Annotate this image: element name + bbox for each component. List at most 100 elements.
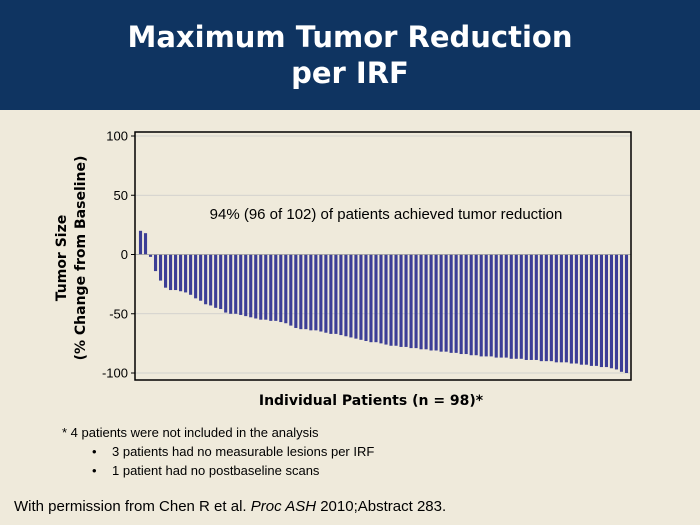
bullet: • — [92, 463, 97, 478]
annotation: 94% (96 of 102) of patients achieved tum… — [210, 206, 563, 223]
bar — [559, 254, 563, 363]
bar — [489, 254, 493, 357]
bar — [424, 254, 428, 350]
bar — [209, 254, 213, 306]
bar — [594, 254, 598, 366]
bar — [439, 254, 443, 352]
bar — [419, 254, 423, 350]
footnote-item: • 3 patients had no measurable lesions pe… — [62, 442, 682, 461]
bar — [184, 254, 188, 293]
bar — [429, 254, 433, 351]
bar — [574, 254, 578, 364]
bar — [389, 254, 393, 346]
bar — [599, 254, 603, 368]
bar — [479, 254, 483, 357]
y-tick-label: -50 — [109, 306, 128, 321]
bar — [164, 254, 168, 288]
citation-journal: Proc ASH — [250, 498, 317, 515]
bar — [214, 254, 218, 308]
bar — [604, 254, 609, 368]
bar — [294, 254, 298, 328]
bar — [259, 254, 263, 320]
bar — [369, 254, 373, 343]
bar — [544, 254, 548, 362]
bar — [174, 254, 178, 291]
bar — [524, 254, 528, 360]
bar — [289, 254, 293, 326]
bar — [204, 254, 208, 305]
bar — [299, 254, 303, 330]
bar — [284, 254, 288, 324]
y-axis-label-line2: (% Change from Baseline) — [73, 156, 89, 361]
gridlines — [135, 135, 631, 374]
bar — [379, 254, 383, 344]
bar — [504, 254, 508, 358]
bar — [148, 254, 153, 257]
bar — [534, 254, 538, 360]
y-tick-label: 100 — [106, 129, 128, 144]
footnote-main: * 4 patients were not included in the an… — [62, 425, 319, 440]
bar — [469, 254, 473, 356]
title-bar: Maximum Tumor Reduction per IRF — [0, 0, 700, 110]
bar — [219, 254, 223, 310]
bar — [454, 254, 458, 353]
bar — [224, 254, 228, 313]
plot-frame — [134, 131, 632, 381]
bar — [409, 254, 413, 349]
bar — [189, 254, 193, 295]
bar — [354, 254, 358, 339]
bar — [364, 254, 368, 341]
bar — [459, 254, 463, 355]
bar — [384, 254, 388, 345]
bar — [404, 254, 408, 347]
bar — [614, 254, 619, 370]
bar — [564, 254, 568, 363]
bar — [444, 254, 448, 352]
bar — [329, 254, 333, 334]
bar — [349, 254, 353, 338]
bar — [274, 254, 278, 321]
bar — [359, 254, 363, 340]
x-axis-label: Individual Patients (n = 98)* — [259, 393, 484, 409]
bar — [234, 254, 238, 314]
bar — [569, 254, 573, 364]
footnote-item-text: 1 patient had no postbaseline scans — [112, 463, 320, 478]
bar — [249, 254, 253, 318]
bar — [239, 254, 243, 315]
bar — [589, 254, 593, 366]
footnote-item: • 1 patient had no postbaseline scans — [62, 461, 682, 480]
bar — [179, 254, 183, 292]
bar — [374, 254, 378, 343]
bar — [529, 254, 533, 360]
bar — [464, 254, 468, 355]
footnote-item-text: 3 patients had no measurable lesions per… — [112, 444, 375, 459]
bar — [254, 254, 258, 319]
bar — [244, 254, 248, 317]
slide-title-line1: Maximum Tumor Reduction — [127, 20, 573, 54]
bar — [279, 254, 283, 323]
bar — [484, 254, 488, 357]
bars — [135, 230, 631, 373]
bar — [339, 254, 343, 336]
bullet: • — [92, 444, 97, 459]
bar — [619, 254, 624, 372]
citation-suffix: 2010;Abstract 283. — [316, 498, 447, 515]
bar — [449, 254, 453, 353]
y-tick-label: -100 — [102, 366, 128, 381]
bar — [394, 254, 398, 346]
bar — [499, 254, 503, 358]
bar — [153, 254, 158, 272]
bar — [549, 254, 553, 362]
bar — [579, 254, 583, 365]
y-axis: 100 50 0 -50 -100 — [102, 129, 135, 381]
bar — [434, 254, 438, 351]
bar — [334, 254, 338, 334]
bar — [509, 254, 513, 359]
bar — [304, 254, 308, 330]
y-tick-label: 50 — [114, 188, 128, 203]
bar — [229, 254, 233, 314]
bar — [138, 230, 143, 255]
slide-title-line2: per IRF — [291, 56, 409, 90]
bar — [399, 254, 403, 347]
bar — [158, 254, 163, 281]
